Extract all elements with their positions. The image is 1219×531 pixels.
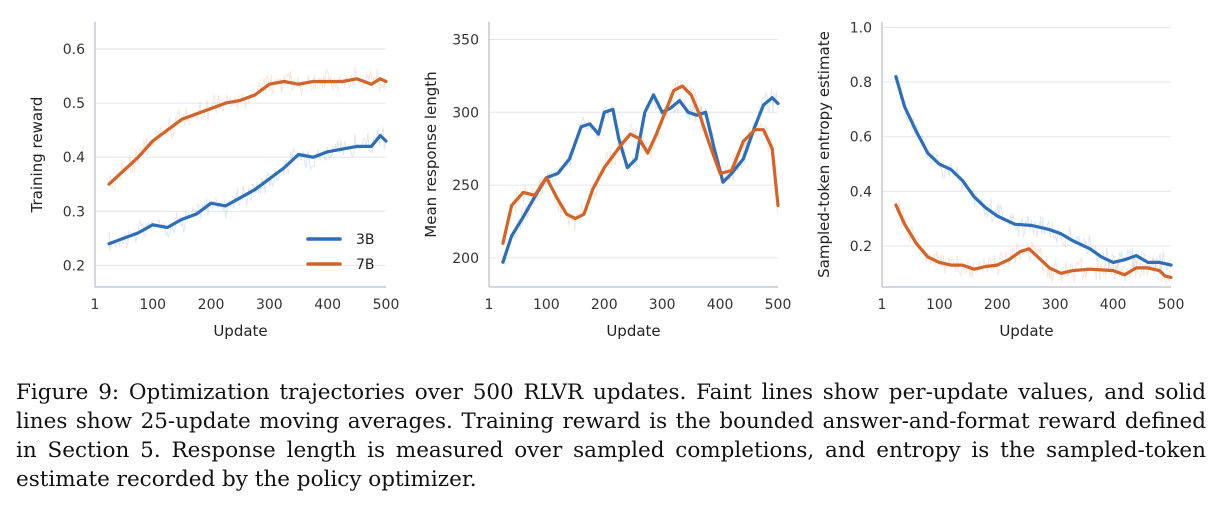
x-tick-label: 100	[926, 297, 953, 313]
x-tick-label: 200	[984, 297, 1011, 313]
series-line-7B	[894, 203, 1173, 279]
x-tick-label: 1	[485, 297, 494, 313]
y-tick-label: 250	[452, 178, 479, 194]
x-tick-label: 500	[373, 297, 400, 313]
raw-line-3B	[502, 88, 778, 266]
figure-charts: 0.2 0.3 0.4 0.5 0.6 1 100 200 300 400 500 Update Tra…	[28, 20, 1184, 340]
raw-line-7B	[108, 66, 386, 191]
y-tick-label: 0.3	[63, 204, 85, 220]
x-axis-label: Update	[213, 322, 267, 340]
y-tick-label: 0.6	[850, 130, 872, 146]
y-tick-label: 300	[452, 105, 479, 121]
y-axis-label: Sampled-token entropy estimate	[815, 31, 833, 278]
x-tick-label: 200	[198, 297, 225, 313]
x-tick-label: 400	[707, 297, 734, 313]
y-tick-label: 1.0	[850, 20, 872, 36]
y-tick-label: 0.4	[63, 150, 85, 166]
chart-panel-2: 200 250 300 350 1 100 200 300 400 500 Update Mean r…	[422, 22, 791, 340]
x-axis-label: Update	[999, 322, 1053, 340]
series-line-7B	[501, 84, 780, 245]
x-tick-label: 1	[91, 297, 100, 313]
x-tick-label: 500	[765, 297, 792, 313]
series-line-3B	[894, 74, 1173, 267]
chart-panel-1: 0.2 0.3 0.4 0.5 0.6 1 100 200 300 400 500 Update Tra…	[28, 22, 399, 340]
x-tick-label: 100	[139, 297, 166, 313]
x-tick-label: 500	[1158, 297, 1185, 313]
y-axis-label: Training reward	[28, 97, 46, 214]
series-line-3B	[501, 93, 780, 264]
raw-line-7B	[895, 200, 1171, 285]
x-tick-label: 300	[256, 297, 283, 313]
y-tick-label: 0.2	[850, 239, 872, 255]
y-tick-label: 0.4	[850, 184, 872, 200]
legend-label-3B: 3B	[356, 232, 375, 248]
x-tick-label: 400	[1100, 297, 1127, 313]
x-tick-label: 300	[649, 297, 676, 313]
x-tick-label: 400	[314, 297, 341, 313]
y-tick-label: 0.6	[63, 42, 85, 58]
y-tick-label: 0.8	[850, 75, 872, 91]
y-axis-label: Mean response length	[422, 71, 440, 237]
x-tick-label: 300	[1042, 297, 1069, 313]
x-tick-label: 1	[878, 297, 887, 313]
y-tick-label: 200	[452, 251, 479, 267]
y-tick-label: 0.5	[63, 96, 85, 112]
series-line-3B	[107, 134, 388, 246]
y-tick-label: 0.2	[63, 258, 85, 274]
series-line-7B	[107, 77, 388, 186]
y-tick-label: 350	[452, 32, 479, 48]
figure-caption: Figure 9: Optimization trajectories over…	[16, 380, 1206, 492]
chart-panel-3: 0.2 0.4 0.6 0.8 1.0 1 100 200 300 400 500 Update Sam…	[815, 20, 1184, 340]
x-tick-label: 100	[533, 297, 560, 313]
x-axis-label: Update	[606, 322, 660, 340]
x-tick-label: 200	[591, 297, 618, 313]
legend-label-7B: 7B	[356, 257, 375, 273]
